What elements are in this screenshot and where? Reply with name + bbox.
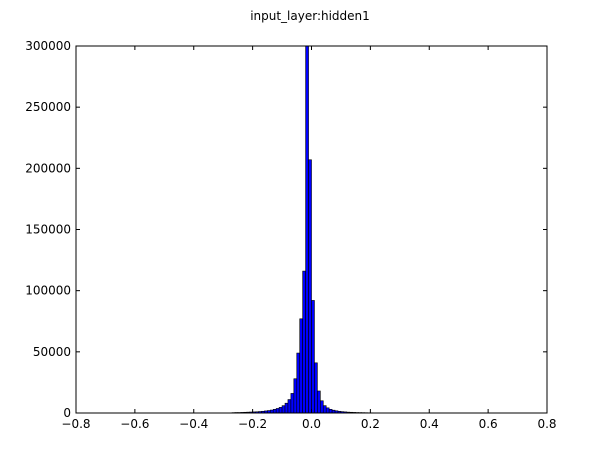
histogram-bar [282,406,285,413]
x-tick-label: 0.4 [420,417,439,431]
histogram-bar [306,46,309,413]
y-tick-label: 50000 [33,345,71,359]
histogram-bar [285,403,288,413]
x-tick-label: 0.8 [537,417,556,431]
histogram-bar [312,300,315,413]
histogram-bar [279,407,282,413]
histogram-bar [297,353,300,413]
x-tick-label: 0.6 [479,417,498,431]
histogram-bar [300,319,303,413]
x-tick-label: −0.4 [179,417,208,431]
y-tick-label: 200000 [25,161,71,175]
chart-title: input_layer:hidden1 [250,9,370,23]
x-tick-label: 0.2 [361,417,380,431]
y-tick-label: 0 [63,406,71,420]
histogram-bar [314,363,317,413]
histogram-bar [303,271,306,413]
histogram-bar [309,160,312,413]
histogram-bar [273,409,276,413]
histogram-bar [294,379,297,413]
x-tick-label: −0.2 [238,417,267,431]
y-tick-label: 150000 [25,223,71,237]
y-tick-label: 100000 [25,284,71,298]
histogram-bar [326,408,329,413]
histogram-bar [320,401,323,413]
y-tick-label: 300000 [25,39,71,53]
histogram-bar [317,391,320,413]
histogram-bar [323,406,326,413]
x-tick-label: −0.6 [120,417,149,431]
y-tick-label: 250000 [25,100,71,114]
x-tick-label: 0.0 [302,417,321,431]
histogram-bar [329,409,332,413]
histogram-bar [291,393,294,413]
histogram-bar [288,400,291,413]
histogram-bar [276,408,279,413]
